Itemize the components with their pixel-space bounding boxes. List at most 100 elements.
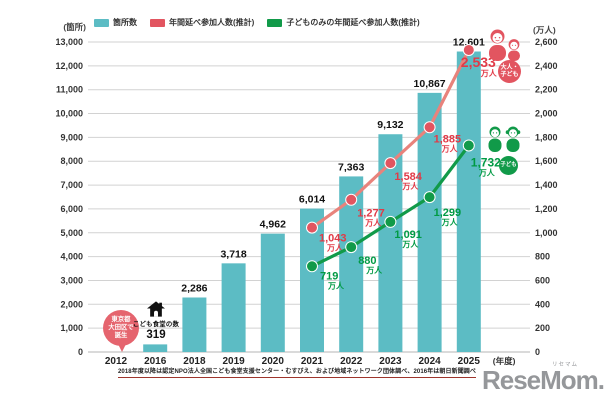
left-axis-tick: 1,000 <box>60 323 83 333</box>
left-axis-tick: 10,000 <box>55 109 83 119</box>
children-badge: 子ども <box>499 156 518 175</box>
legend-item-locations: 箇所数 <box>94 17 137 28</box>
right-axis-tick: 1,800 <box>535 132 558 142</box>
bar-2025 <box>456 51 481 352</box>
point-unit-2021-series-1: 万人 <box>327 280 345 290</box>
origin-speech-bubble: 東京都 大田区で 誕生 <box>103 310 139 352</box>
speech-bubble-tail <box>118 344 126 352</box>
left-axis-tick: 6,000 <box>60 204 83 214</box>
legend: 箇所数 年間延べ参加人数(推計) 子どものみの年間延べ参加人数(推計) <box>94 17 420 28</box>
bar-label-2023: 9,132 <box>377 119 403 131</box>
right-axis-tick: 1,600 <box>535 156 558 166</box>
right-axis-tick: 1,400 <box>535 180 558 190</box>
right-axis-tick: 2,600 <box>535 37 558 47</box>
logo-text: ReseMom. <box>481 365 605 395</box>
right-axis-tick: 600 <box>535 275 550 285</box>
right-axis-tick: 200 <box>535 323 550 333</box>
bar-label-2022: 7,363 <box>338 161 364 173</box>
point-label-2021-series-0: 1,043 <box>319 233 347 245</box>
point-label-2023-series-1: 1,091 <box>394 229 422 241</box>
right-axis-tick: 0 <box>535 347 540 357</box>
x-tick-2016: 2016 <box>144 356 167 367</box>
point-label-2021-series-1: 719 <box>320 270 338 282</box>
legend-swatch-total-participants <box>150 18 165 27</box>
point-unit-2025-series-0: 万人 <box>480 68 498 78</box>
bar-label-2025: 12,601 <box>453 37 485 49</box>
x-tick-2022: 2022 <box>340 356 363 367</box>
point-unit-2022-series-0: 万人 <box>364 218 382 228</box>
right-axis-tick: 1,200 <box>535 204 558 214</box>
left-axis-tick: 11,000 <box>56 85 83 95</box>
left-axis-tick: 4,000 <box>60 252 83 262</box>
origin-bubble-line2: 大田区で <box>108 323 134 331</box>
house-note-title: こども食堂の数 <box>132 321 180 328</box>
two-children-icon <box>486 126 522 152</box>
x-tick-2020: 2020 <box>262 356 285 367</box>
bar-2019 <box>221 263 246 352</box>
left-axis-tick: 3,000 <box>60 275 83 285</box>
point-label-2024-series-1: 1,299 <box>434 207 462 219</box>
point-2025-series-1 <box>462 139 475 152</box>
point-2024-series-1 <box>423 191 436 204</box>
bar-label-2020: 4,962 <box>260 219 286 231</box>
left-axis-tick: 7,000 <box>60 180 83 190</box>
point-2021-series-1 <box>306 260 318 273</box>
bar-2020 <box>260 233 285 352</box>
adults-children-badge-line1: 大人・ <box>500 64 519 71</box>
point-unit-2024-series-1: 万人 <box>441 217 459 227</box>
bar-label-2021: 6,014 <box>299 194 325 206</box>
point-unit-2021-series-0: 万人 <box>326 243 344 253</box>
point-unit-2025-series-1: 万人 <box>478 167 496 177</box>
point-label-2025-series-0: 2,533 <box>461 54 496 70</box>
origin-bubble-line1: 東京都 <box>111 315 131 323</box>
bar-label-2024: 10,867 <box>414 78 446 90</box>
point-2024-series-0 <box>423 121 436 134</box>
left-axis-tick: 0 <box>78 347 83 357</box>
legend-item-total-participants: 年間延べ参加人数(推計) <box>150 17 254 28</box>
left-axis-tick: 8,000 <box>60 156 83 166</box>
bar-label-2019: 3,718 <box>220 248 246 260</box>
resemom-logo: リセマム ReseMom. <box>481 362 605 395</box>
right-axis-tick: 2,400 <box>535 61 558 71</box>
right-axis-tick: 1,000 <box>535 228 558 238</box>
house-annotation: こども食堂の数 319 <box>128 301 184 342</box>
point-2022-series-0 <box>345 193 358 206</box>
point-label-2022-series-1: 880 <box>358 255 376 267</box>
x-tick-2019: 2019 <box>222 356 245 367</box>
right-axis-tick: 2,000 <box>535 109 558 119</box>
right-axis-tick: 2,200 <box>535 85 558 95</box>
legend-item-children-participants: 子どものみの年間延べ参加人数(推計) <box>267 17 420 28</box>
legend-label-children-participants: 子どものみの年間延べ参加人数(推計) <box>286 18 420 27</box>
point-label-2022-series-0: 1,277 <box>357 208 385 220</box>
children-badge-label: 子ども <box>500 162 517 169</box>
bar-2016 <box>143 344 168 352</box>
origin-bubble-line3: 誕生 <box>114 332 128 340</box>
point-unit-2023-series-1: 万人 <box>401 239 419 249</box>
point-label-2023-series-0: 1,584 <box>394 171 422 183</box>
point-2021-series-0 <box>306 221 318 234</box>
x-axis-unit: (年度) <box>493 356 516 366</box>
house-icon <box>147 301 165 317</box>
x-tick-2012: 2012 <box>105 356 128 367</box>
point-label-2024-series-0: 1,885 <box>434 133 462 145</box>
point-unit-2022-series-1: 万人 <box>365 265 383 275</box>
bar-label-2018: 2,286 <box>181 282 207 294</box>
adults-children-badge-line2: 子ども <box>500 71 519 78</box>
right-axis-tick: 400 <box>535 299 550 309</box>
adults-children-badge: 大人・ 子ども <box>498 60 521 83</box>
point-2022-series-1 <box>345 241 358 254</box>
legend-label-locations: 箇所数 <box>113 18 137 27</box>
x-tick-2021: 2021 <box>301 356 324 367</box>
right-axis-tick: 800 <box>535 252 550 262</box>
point-unit-2023-series-0: 万人 <box>401 181 419 191</box>
x-tick-2025: 2025 <box>458 356 481 367</box>
x-tick-2024: 2024 <box>418 356 441 367</box>
point-2023-series-0 <box>384 157 397 170</box>
source-footnote: 2018年度以降は認定NPO法人全国こども食堂支援センター・むすびえ、および地域… <box>118 366 476 378</box>
legend-label-total-participants: 年間延べ参加人数(推計) <box>169 18 255 27</box>
legend-swatch-locations <box>94 18 109 27</box>
left-axis-tick: 5,000 <box>60 228 83 238</box>
left-axis-tick: 13,000 <box>55 37 83 47</box>
point-unit-2024-series-0: 万人 <box>441 143 459 153</box>
